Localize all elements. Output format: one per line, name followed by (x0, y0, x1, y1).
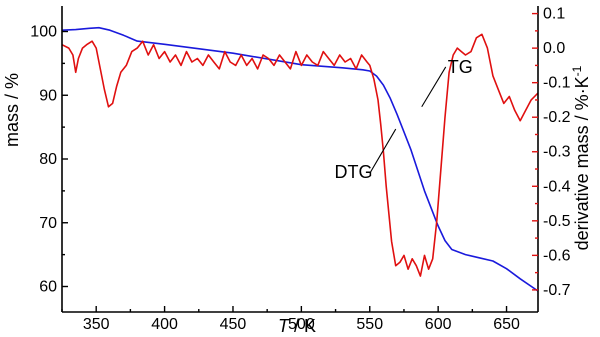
y-right-tick-label: -0.4 (543, 178, 571, 195)
y-left-tick-label: 60 (39, 279, 57, 296)
y-axis-right: 0.1 0.0 -0.1 -0.2 -0.3 -0.4 -0.5 -0.6 -0.7 (532, 6, 571, 312)
y-axis-left-label: mass / % (2, 73, 22, 147)
y-left-tick-label: 80 (39, 151, 57, 168)
y-left-tick-label: 100 (30, 24, 57, 41)
x-axis-label-unit: / K (289, 316, 316, 336)
annotation-pointer-tg (421, 66, 447, 108)
y-axis-right-label-base: derivative mass / %·K (572, 76, 592, 250)
y-right-tick-label: -0.6 (543, 247, 571, 264)
y-right-tick-label: -0.2 (543, 109, 571, 126)
y-right-tick-label: -0.5 (543, 213, 571, 230)
y-axis-right-label: derivative mass / %·K-1 (570, 65, 592, 250)
x-axis-label: T / K (278, 316, 316, 336)
y-right-tick-label: 0.1 (543, 6, 565, 23)
annotation-label-dtg: DTG (334, 162, 372, 182)
series-line-tg (61, 26, 539, 292)
y-axis-left: 60 70 80 90 100 (30, 6, 68, 312)
y-right-tick-label: -0.1 (543, 75, 571, 92)
x-tick-label: 550 (356, 316, 383, 333)
y-left-tick-label: 90 (39, 87, 57, 104)
plot-area (61, 26, 539, 292)
x-tick-label: 650 (493, 316, 520, 333)
x-tick-label: 350 (83, 316, 110, 333)
x-tick-label: 450 (220, 316, 247, 333)
y-right-tick-label: -0.7 (543, 282, 571, 299)
y-left-tick-label: 70 (39, 215, 57, 232)
y-right-tick-label: 0.0 (543, 40, 565, 57)
annotation-label-tg: TG (448, 57, 473, 77)
y-right-tick-label: -0.3 (543, 144, 571, 161)
series-line-dtg (61, 33, 539, 277)
annotation-pointer-dtg (370, 128, 397, 173)
annotations: TG DTG (334, 57, 472, 182)
x-tick-label: 600 (425, 316, 452, 333)
x-tick-label: 400 (151, 316, 178, 333)
x-axis-label-symbol: T (278, 316, 291, 336)
x-tick-label: 500 (288, 316, 315, 333)
y-axis-right-label-sup: -1 (570, 65, 584, 76)
x-axis: 350 400 450 500 550 600 650 (61, 306, 538, 333)
